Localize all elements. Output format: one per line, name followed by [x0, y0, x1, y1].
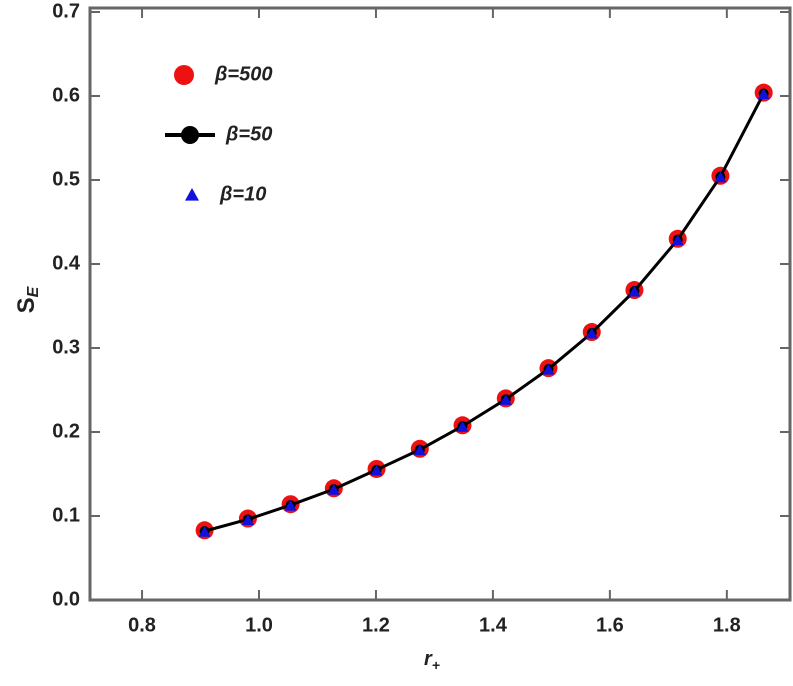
- marker: [327, 483, 340, 495]
- legend-label: β=10: [219, 183, 266, 205]
- y-tick-label: 0.4: [52, 252, 81, 274]
- x-tick-label: 1.0: [245, 614, 273, 636]
- marker: [499, 394, 512, 405]
- y-tick-label: 0.1: [52, 504, 80, 526]
- legend-marker: [181, 126, 199, 144]
- y-tick-label: 0.7: [52, 0, 80, 22]
- y-tick-label: 0.6: [52, 84, 80, 106]
- x-tick-label: 1.2: [362, 614, 390, 636]
- legend-label: β=500: [214, 63, 272, 85]
- marker: [284, 499, 297, 511]
- marker: [585, 327, 598, 339]
- x-tick-label: 1.4: [479, 614, 508, 636]
- y-axis-label: SE: [13, 285, 42, 313]
- marker: [671, 234, 684, 246]
- x-tick-label: 0.8: [128, 614, 156, 636]
- y-tick-label: 0.2: [52, 420, 80, 442]
- y-tick-label: 0.5: [52, 168, 80, 190]
- marker: [456, 420, 469, 432]
- marker: [198, 525, 211, 537]
- legend-label: β=50: [225, 123, 272, 145]
- legend-marker: [185, 188, 199, 201]
- marker: [413, 444, 426, 456]
- marker: [542, 363, 555, 375]
- marker: [628, 285, 641, 297]
- y-tick-label: 0.0: [52, 588, 80, 610]
- plot-frame: [88, 6, 792, 602]
- x-tick-label: 1.8: [713, 614, 741, 636]
- x-axis-label: r+: [424, 648, 440, 672]
- y-tick-label: 0.3: [52, 336, 80, 358]
- marker: [714, 171, 727, 183]
- marker: [370, 464, 383, 476]
- marker: [241, 514, 254, 525]
- legend-marker: [174, 65, 194, 85]
- x-tick-label: 1.6: [596, 614, 624, 636]
- y-label-main: S: [13, 297, 40, 313]
- marker: [757, 88, 770, 100]
- series-line: [204, 92, 766, 533]
- x-label-sub: +: [432, 657, 440, 673]
- x-label-main: r: [424, 648, 433, 670]
- y-label-sub: E: [25, 285, 42, 297]
